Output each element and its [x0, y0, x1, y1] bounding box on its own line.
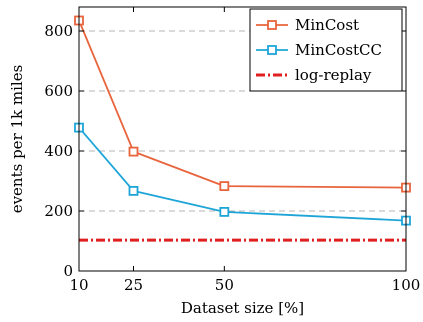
legend-label-2: log-replay — [295, 66, 372, 84]
series-line-1 — [78, 127, 407, 222]
x-axis-label: Dataset size [%] — [181, 299, 304, 317]
y-tick-label-0: 0 — [63, 262, 73, 280]
axis-ticks: 0 200 400 600 800 10 25 50 100 — [44, 7, 420, 294]
x-tick-label-100: 100 — [392, 276, 421, 294]
series-1-point-1 — [128, 185, 139, 196]
legend-label-1: MinCostCC — [295, 41, 382, 59]
x-tick-label-50: 50 — [215, 276, 234, 294]
legend-label-0: MinCost — [295, 16, 359, 34]
legend-marker-0 — [267, 20, 277, 30]
y-tick-label-800: 800 — [44, 22, 73, 40]
series-0-point-1 — [128, 146, 139, 157]
plot-frame — [78, 6, 407, 272]
x-tick-label-25: 25 — [124, 276, 143, 294]
series-line-0 — [78, 20, 407, 189]
y-tick-label-600: 600 — [44, 82, 73, 100]
legend: MinCost MinCostCC log-replay — [249, 8, 403, 92]
y-tick-label-200: 200 — [44, 202, 73, 220]
legend-marker-1 — [267, 45, 277, 55]
x-tick-label-10: 10 — [69, 276, 88, 294]
y-tick-label-400: 400 — [44, 142, 73, 160]
series-0-point-2 — [219, 181, 230, 192]
series-1-point-2 — [219, 206, 230, 217]
y-axis-label: events per 1k miles — [8, 65, 26, 214]
